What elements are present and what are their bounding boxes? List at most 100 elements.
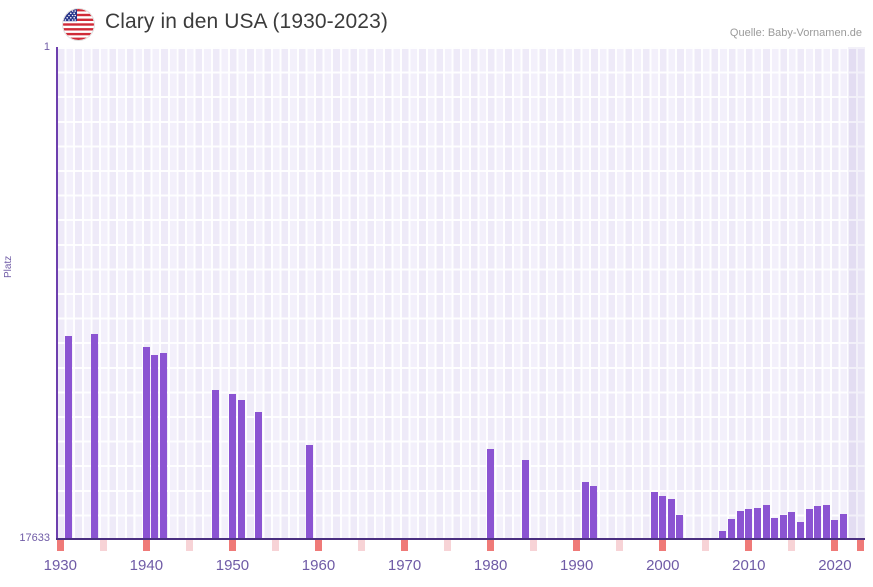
x-tick-mark-edge xyxy=(56,540,64,551)
bar[interactable] xyxy=(237,400,245,540)
bar[interactable] xyxy=(745,509,753,540)
x-tick-mark-minor xyxy=(271,540,279,551)
bar[interactable] xyxy=(581,482,589,540)
y-axis-line xyxy=(56,47,58,540)
bar[interactable] xyxy=(771,518,779,540)
bar[interactable] xyxy=(762,505,770,540)
grid-band xyxy=(761,47,771,540)
grid-band xyxy=(847,47,857,540)
x-tick-mark-minor xyxy=(358,540,366,551)
grid-band xyxy=(589,47,599,540)
x-tick-mark-major xyxy=(142,540,150,551)
grid-band xyxy=(727,47,736,540)
grid-band xyxy=(624,47,633,540)
bar[interactable] xyxy=(590,486,598,540)
grid-band xyxy=(555,47,564,540)
x-tick-mark-major xyxy=(487,540,495,551)
bar[interactable] xyxy=(814,506,822,540)
bar[interactable] xyxy=(91,334,99,540)
bar[interactable] xyxy=(142,347,150,540)
x-tick-mark-minor xyxy=(444,540,452,551)
grid-band xyxy=(348,47,358,540)
bar[interactable] xyxy=(160,353,168,540)
x-axis-tick-label: 1980 xyxy=(473,557,508,574)
grid-band xyxy=(365,47,375,540)
x-axis-tick-label: 2010 xyxy=(732,557,766,574)
x-tick-mark-edge xyxy=(857,540,865,551)
bar[interactable] xyxy=(796,522,804,540)
grid-band xyxy=(400,47,409,540)
bar[interactable] xyxy=(487,449,495,540)
bar[interactable] xyxy=(831,520,839,540)
x-axis-tick-label: 1990 xyxy=(559,557,594,574)
bar[interactable] xyxy=(306,445,314,540)
bar[interactable] xyxy=(650,492,658,540)
y-axis-title: Platz xyxy=(3,255,14,278)
grid-band xyxy=(537,47,547,540)
source-credit: Quelle: Baby-Vornamen.de xyxy=(729,27,862,39)
bar[interactable] xyxy=(676,515,684,540)
x-axis-line xyxy=(56,538,865,540)
bar[interactable] xyxy=(667,499,675,540)
x-tick-mark-minor xyxy=(99,540,107,551)
chart-header: Clary in den USA (1930-2023) Quelle: Bab… xyxy=(0,0,873,47)
grid-band xyxy=(830,47,840,540)
x-tick-mark-minor xyxy=(702,540,710,551)
no-data-shaded-region xyxy=(847,47,865,540)
grid-band xyxy=(813,47,822,540)
grid-minor-lines xyxy=(56,47,865,540)
grid-band xyxy=(606,47,616,540)
grid-band xyxy=(641,47,650,540)
grid-band xyxy=(296,47,306,540)
x-tick-mark-minor xyxy=(530,540,538,551)
grid-band xyxy=(245,47,254,540)
bar[interactable] xyxy=(788,512,796,540)
grid-band xyxy=(658,47,668,540)
x-tick-mark-major xyxy=(659,540,667,551)
grid-band xyxy=(469,47,478,540)
grid-band xyxy=(193,47,203,540)
plot-area xyxy=(56,47,865,540)
bar[interactable] xyxy=(151,355,159,540)
bar[interactable] xyxy=(736,511,744,540)
grid-band xyxy=(383,47,392,540)
y-axis-tick-bottom: 17633 xyxy=(19,532,50,544)
grid-band xyxy=(279,47,289,540)
grid-band xyxy=(124,47,134,540)
grid-decade-bands xyxy=(56,47,865,540)
bar[interactable] xyxy=(728,519,736,540)
x-tick-mark-major xyxy=(745,540,753,551)
grid-band xyxy=(796,47,805,540)
grid-band xyxy=(451,47,461,540)
bar[interactable] xyxy=(805,509,813,540)
grid-band xyxy=(744,47,754,540)
bar[interactable] xyxy=(254,412,262,540)
x-axis-tick-label: 1950 xyxy=(215,557,250,574)
grid-band xyxy=(176,47,186,540)
x-axis-tick-label: 1960 xyxy=(301,557,336,574)
bar[interactable] xyxy=(211,390,219,540)
x-tick-mark-major xyxy=(831,540,839,551)
grid-band xyxy=(503,47,513,540)
bar[interactable] xyxy=(65,336,73,540)
bar[interactable] xyxy=(779,515,787,540)
bar[interactable] xyxy=(521,460,529,540)
bar[interactable] xyxy=(719,531,727,540)
us-flag-icon xyxy=(63,9,94,40)
bar[interactable] xyxy=(753,508,761,540)
x-tick-mark-major xyxy=(573,540,581,551)
x-axis-tick-label: 2020 xyxy=(818,557,852,574)
bar[interactable] xyxy=(839,514,847,540)
x-tick-mark-minor xyxy=(616,540,624,551)
x-tick-mark-minor xyxy=(185,540,193,551)
x-axis-tick-label: 2000 xyxy=(646,557,680,574)
bar[interactable] xyxy=(822,505,830,540)
bar[interactable] xyxy=(228,394,236,540)
grid-band xyxy=(710,47,719,540)
x-tick-mark-major xyxy=(228,540,236,551)
grid-band xyxy=(107,47,117,540)
bar[interactable] xyxy=(659,496,667,540)
grid-band xyxy=(73,47,82,540)
x-tick-mark-major xyxy=(314,540,322,551)
grid-band xyxy=(417,47,427,540)
